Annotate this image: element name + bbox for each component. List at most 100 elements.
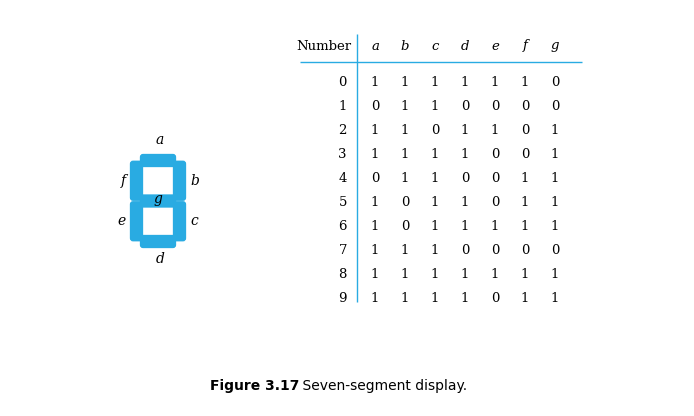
Text: 1: 1 [491, 220, 499, 233]
Text: 0: 0 [491, 292, 499, 305]
Text: 1: 1 [431, 99, 439, 112]
Text: 0: 0 [461, 243, 469, 257]
Text: 9: 9 [339, 292, 347, 305]
Text: 0: 0 [551, 99, 559, 112]
Text: 0: 0 [520, 148, 530, 161]
Text: 0: 0 [371, 171, 379, 185]
Text: Seven-segment display.: Seven-segment display. [285, 379, 467, 393]
Text: 1: 1 [491, 75, 499, 89]
FancyBboxPatch shape [130, 201, 143, 241]
Text: 2: 2 [339, 124, 347, 136]
Text: b: b [190, 174, 199, 188]
Text: 1: 1 [431, 220, 439, 233]
FancyBboxPatch shape [173, 161, 186, 201]
Text: 0: 0 [491, 99, 499, 112]
Text: 0: 0 [461, 171, 469, 185]
Text: Figure 3.17: Figure 3.17 [210, 379, 299, 393]
Text: 0: 0 [401, 220, 409, 233]
Text: 1: 1 [371, 124, 379, 136]
Text: 0: 0 [401, 196, 409, 208]
Text: 1: 1 [401, 99, 409, 112]
Text: 1: 1 [520, 292, 530, 305]
Text: 1: 1 [551, 267, 559, 280]
Text: 1: 1 [401, 75, 409, 89]
Text: 1: 1 [401, 292, 409, 305]
Text: 1: 1 [431, 243, 439, 257]
Text: 1: 1 [461, 292, 469, 305]
Text: 1: 1 [551, 220, 559, 233]
FancyBboxPatch shape [140, 194, 176, 208]
Text: a: a [371, 40, 379, 52]
Text: 1: 1 [461, 124, 469, 136]
Text: d: d [155, 252, 164, 266]
Text: 0: 0 [461, 99, 469, 112]
Text: e: e [491, 40, 499, 52]
Text: 0: 0 [551, 243, 559, 257]
Text: 1: 1 [371, 196, 379, 208]
Text: g: g [153, 192, 162, 206]
Text: 1: 1 [551, 171, 559, 185]
Text: e: e [118, 214, 126, 228]
Text: 0: 0 [371, 99, 379, 112]
Text: 1: 1 [371, 75, 379, 89]
Text: 0: 0 [339, 75, 347, 89]
Text: 1: 1 [401, 267, 409, 280]
Text: 1: 1 [371, 243, 379, 257]
Text: c: c [190, 214, 198, 228]
Text: 1: 1 [431, 148, 439, 161]
Text: 1: 1 [431, 171, 439, 185]
Text: 0: 0 [491, 196, 499, 208]
Text: 1: 1 [461, 267, 469, 280]
Text: 1: 1 [520, 75, 530, 89]
Text: a: a [156, 133, 164, 147]
Text: 1: 1 [520, 267, 530, 280]
Text: 7: 7 [339, 243, 347, 257]
Text: 0: 0 [431, 124, 439, 136]
Text: 1: 1 [491, 267, 499, 280]
Text: 1: 1 [461, 220, 469, 233]
Text: 0: 0 [520, 124, 530, 136]
Text: 1: 1 [431, 75, 439, 89]
Text: 1: 1 [520, 171, 530, 185]
Text: 0: 0 [491, 243, 499, 257]
Text: 1: 1 [461, 148, 469, 161]
Text: 1: 1 [551, 292, 559, 305]
Text: 1: 1 [551, 196, 559, 208]
Text: 1: 1 [339, 99, 347, 112]
Text: 1: 1 [401, 148, 409, 161]
FancyBboxPatch shape [173, 201, 186, 241]
Text: 1: 1 [431, 292, 439, 305]
Text: 1: 1 [401, 243, 409, 257]
Text: 4: 4 [339, 171, 347, 185]
Text: 1: 1 [371, 220, 379, 233]
Text: 3: 3 [339, 148, 347, 161]
FancyBboxPatch shape [140, 235, 176, 248]
Text: Number: Number [296, 40, 351, 52]
Text: 1: 1 [431, 196, 439, 208]
Text: g: g [551, 40, 559, 52]
FancyBboxPatch shape [140, 154, 176, 167]
Text: 1: 1 [551, 148, 559, 161]
Text: b: b [400, 40, 409, 52]
Text: 1: 1 [491, 124, 499, 136]
Text: 1: 1 [461, 75, 469, 89]
Text: 8: 8 [339, 267, 347, 280]
Text: 1: 1 [401, 171, 409, 185]
Text: f: f [121, 174, 126, 188]
Text: 0: 0 [491, 171, 499, 185]
Text: d: d [461, 40, 469, 52]
Text: 0: 0 [520, 243, 530, 257]
Text: 1: 1 [371, 292, 379, 305]
Text: 1: 1 [431, 267, 439, 280]
Text: 0: 0 [491, 148, 499, 161]
Text: 1: 1 [551, 124, 559, 136]
FancyBboxPatch shape [130, 161, 143, 201]
Text: 1: 1 [520, 220, 530, 233]
Text: 1: 1 [520, 196, 530, 208]
Text: f: f [523, 40, 527, 52]
Text: 0: 0 [520, 99, 530, 112]
Text: 1: 1 [371, 267, 379, 280]
Text: 1: 1 [461, 196, 469, 208]
Text: 1: 1 [371, 148, 379, 161]
Text: c: c [431, 40, 439, 52]
